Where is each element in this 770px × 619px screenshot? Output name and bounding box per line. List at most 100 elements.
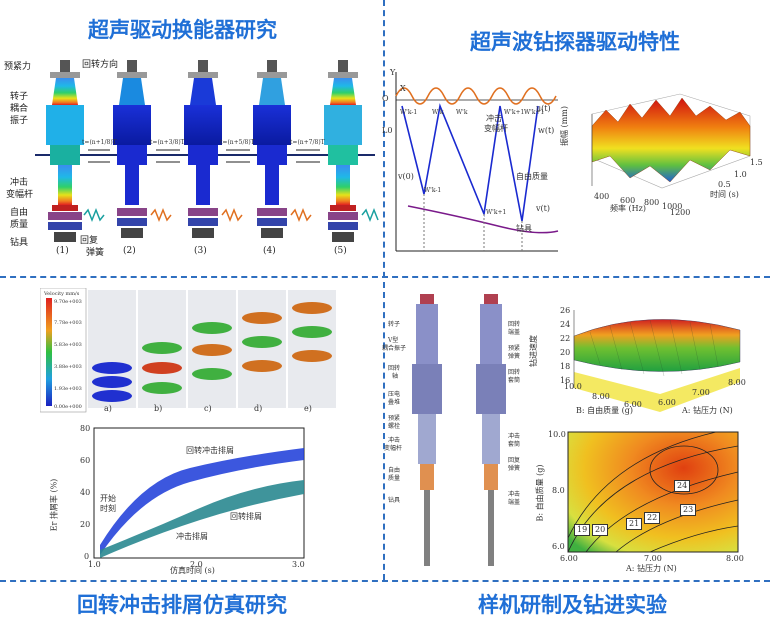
rs-y-label: B: 自由质量 (g) bbox=[576, 406, 634, 415]
simulation-frames bbox=[39, 287, 336, 413]
transducer-stage-4 bbox=[253, 60, 291, 238]
wave-w-label-3: W'k bbox=[456, 109, 468, 116]
proto-left-label-14: 钻具 bbox=[388, 497, 401, 504]
proto-left-label-11: 变幅杆 bbox=[384, 445, 403, 452]
rs-x-tick-7: 7.00 bbox=[692, 388, 710, 397]
time-label-4: t=(n+7/8)T bbox=[290, 139, 325, 146]
label-preload: 预紧力 bbox=[4, 62, 32, 72]
rs-z-label: 钻进速度 bbox=[529, 335, 538, 367]
surface-y-tick-1: 1.5 bbox=[750, 158, 763, 167]
proto-right-label-11: 冲击 bbox=[508, 491, 521, 498]
wave-label-l0: L0 bbox=[382, 126, 393, 135]
removal-annotation-rotary-impact: 回转冲击排屑 bbox=[186, 446, 234, 455]
sim-frame-label-e: e) bbox=[304, 404, 312, 413]
removal-annotation-rotary: 回转排屑 bbox=[230, 512, 262, 521]
label-rotation-direction: 回转方向 bbox=[82, 60, 119, 70]
contour-x-tick-8: 8.00 bbox=[726, 554, 744, 563]
transducer-stage-5 bbox=[324, 60, 362, 242]
proto-right-label-3: 预紧 bbox=[508, 345, 521, 352]
amplitude-surface-panel: 振幅 (mm) 频率 (Hz) 时间 (s) 400 600 800 1000 … bbox=[560, 86, 765, 218]
proto-left-label-5: 轴 bbox=[392, 373, 399, 380]
proto-right-label-4: 弹簧 bbox=[508, 353, 521, 360]
proto-right-label-6: 套筒 bbox=[508, 377, 521, 384]
removal-rate-chart bbox=[93, 427, 305, 559]
wave-w-label-6: W'k-1 bbox=[424, 187, 442, 194]
wave-w-label-5: W'k+1 bbox=[524, 109, 545, 116]
label-rotor: 转子 bbox=[10, 92, 29, 102]
removal-y-tick-0: 0 bbox=[84, 552, 90, 561]
surface-x-tick-1: 400 bbox=[594, 192, 610, 201]
contour-y-tick-6: 6.0 bbox=[552, 542, 565, 551]
wave-label-o: O bbox=[382, 94, 389, 103]
sim-frame-e bbox=[288, 290, 336, 408]
proto-right-label-5: 回转 bbox=[508, 369, 521, 376]
removal-x-tick-1: 1.0 bbox=[88, 560, 101, 569]
proto-right-label-10: 弹簧 bbox=[508, 465, 521, 472]
wave-label-impact: 冲击 bbox=[486, 114, 502, 123]
removal-annotation-moment: 时刻 bbox=[100, 504, 116, 513]
horizontal-divider-bottom bbox=[0, 580, 770, 582]
contour-label-22: 22 bbox=[644, 512, 661, 524]
prototype-drawing bbox=[412, 294, 506, 566]
sim-legend-value-2: 7.78e+003 bbox=[54, 320, 82, 326]
wave-w-label-2: W'k bbox=[432, 109, 444, 116]
contour-y-tick-10: 10.0 bbox=[548, 430, 566, 439]
removal-y-tick-20: 20 bbox=[80, 520, 91, 529]
proto-right-label-1: 回转 bbox=[508, 321, 521, 328]
title-top-left: 超声驱动换能器研究 bbox=[88, 18, 277, 42]
label-horn: 变幅杆 bbox=[6, 190, 34, 200]
rs-y-tick-6: 6.00 bbox=[624, 400, 642, 409]
contour-x-tick-7: 7.00 bbox=[644, 554, 662, 563]
time-label-2: t=(n+3/8)T bbox=[150, 139, 185, 146]
response-surface-plot bbox=[573, 310, 741, 412]
proto-left-label-2: V型 bbox=[388, 337, 399, 344]
sim-frame-d bbox=[238, 290, 286, 408]
transducer-panel: 预紧力 回转方向 转子 耦合 振子 冲击 变幅杆 自由 质量 钻具 回复 弹簧 … bbox=[0, 50, 380, 272]
simulation-panel: Velocity mm/s 9.70e+003 7.78e+003 5.83e+… bbox=[39, 287, 340, 414]
removal-x-tick-3: 3.0 bbox=[292, 560, 305, 569]
proto-left-label-8: 预紧 bbox=[388, 415, 401, 422]
sim-frame-b bbox=[138, 290, 186, 408]
surface-y-tick-2: 1.0 bbox=[734, 170, 747, 179]
surface-x-tick-5: 1200 bbox=[670, 208, 691, 217]
proto-right-label-9: 回复 bbox=[508, 457, 521, 464]
contour-y-tick-8: 8.0 bbox=[552, 486, 565, 495]
surface-y-tick-3: 0.5 bbox=[718, 180, 731, 189]
wave-label-x: X bbox=[400, 84, 406, 93]
contour-x-tick-6: 6.00 bbox=[560, 554, 578, 563]
sim-legend-value-5: 1.93e+003 bbox=[54, 386, 82, 392]
proto-left-label-6: 压电 bbox=[388, 391, 401, 398]
proto-right-label-8: 套筒 bbox=[508, 441, 521, 448]
removal-x-label: 仿真时间 (s) bbox=[170, 566, 215, 575]
removal-annotation-impact: 冲击排屑 bbox=[176, 532, 208, 541]
label-spring: 弹簧 bbox=[86, 248, 105, 258]
surface-x-tick-2: 600 bbox=[620, 196, 636, 205]
proto-right-label-12: 端盖 bbox=[508, 499, 521, 506]
sim-legend-value-4: 3.88e+003 bbox=[54, 364, 82, 370]
rs-z-tick-22: 22 bbox=[560, 334, 571, 343]
label-impact: 冲击 bbox=[10, 178, 29, 188]
rs-x-tick-6: 6.00 bbox=[658, 398, 676, 407]
transducer-stage-2 bbox=[113, 60, 151, 238]
rs-z-tick-16: 16 bbox=[560, 376, 571, 385]
horizontal-divider-middle bbox=[0, 276, 770, 278]
time-label-3: t=(n+5/8)T bbox=[220, 139, 255, 146]
removal-x-tick-2: 2.0 bbox=[190, 560, 203, 569]
wave-plot bbox=[395, 72, 559, 252]
sim-frame-label-b: b) bbox=[154, 404, 163, 413]
time-label-1: t=(n+1/8)T bbox=[82, 139, 117, 146]
wave-label-free-mass: 自由质量 bbox=[516, 172, 548, 181]
proto-left-label-1: 转子 bbox=[388, 321, 401, 328]
wave-label-drill: 钻具 bbox=[516, 224, 532, 233]
wave-w-label-1: W'k-1 bbox=[400, 109, 418, 116]
vertical-divider bbox=[383, 0, 385, 580]
sim-frame-c bbox=[188, 290, 236, 408]
contour-label-24: 24 bbox=[674, 480, 691, 492]
removal-y-tick-80: 80 bbox=[80, 424, 91, 433]
contour-y-label: B: 自由质量 (g) bbox=[535, 464, 545, 522]
proto-left-label-9: 螺栓 bbox=[388, 423, 401, 430]
wave-label-w: w(t) bbox=[538, 126, 555, 135]
contour-label-23: 23 bbox=[680, 504, 697, 516]
label-vibrator: 振子 bbox=[10, 116, 29, 126]
contour-panel: 24 23 22 21 20 19 B: 自由质量 (g) A: 钻压力 (N)… bbox=[536, 428, 766, 576]
